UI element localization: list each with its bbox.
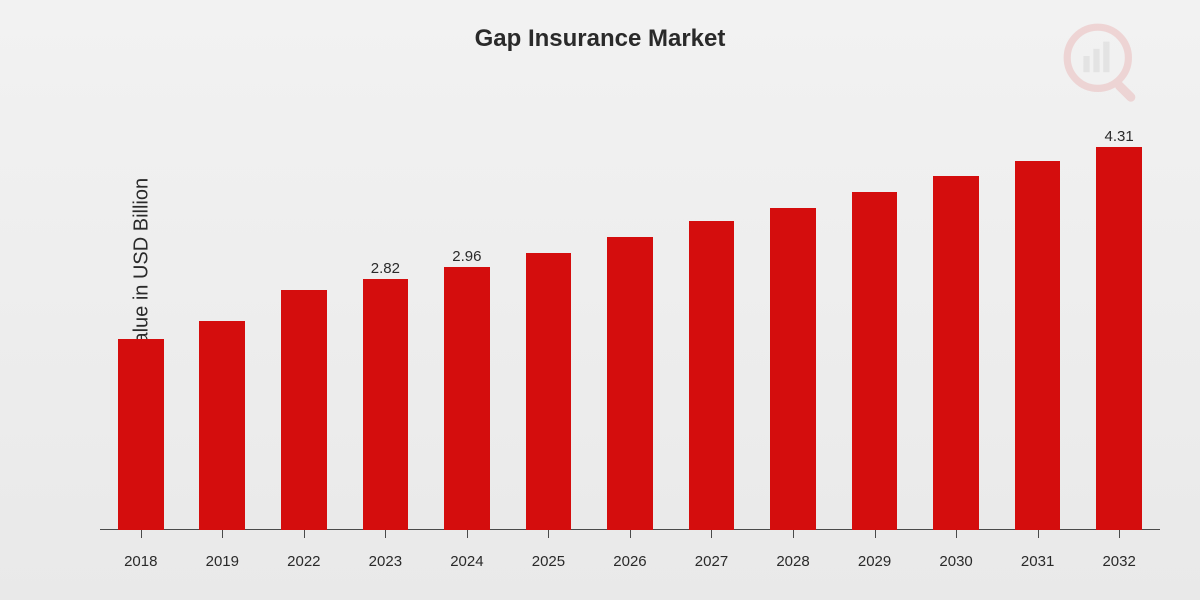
bar-column — [182, 130, 264, 530]
x-tick-label: 2024 — [426, 553, 508, 570]
bar-value-label: 4.31 — [1105, 128, 1134, 145]
x-tick-mark — [467, 530, 468, 538]
x-tick-label: 2027 — [671, 553, 753, 570]
x-tick-mark — [1119, 530, 1120, 538]
bars-container: 2.82 2.96 4.31 — [100, 130, 1160, 530]
x-tick-label: 2025 — [508, 553, 590, 570]
x-tick-label: 2026 — [589, 553, 671, 570]
bar-value-label: 2.82 — [371, 260, 400, 277]
x-tick-label: 2032 — [1078, 553, 1160, 570]
x-tick-label: 2022 — [263, 553, 345, 570]
x-tick-label: 2019 — [182, 553, 264, 570]
chart-plot-area: 2.82 2.96 4.31 — [100, 130, 1160, 530]
bar-column: 4.31 — [1078, 130, 1160, 530]
x-tick-mark — [548, 530, 549, 538]
bar-column — [589, 130, 671, 530]
bar-column — [508, 130, 590, 530]
bar-column — [997, 130, 1079, 530]
x-tick-label: 2031 — [997, 553, 1079, 570]
x-tick-mark — [141, 530, 142, 538]
bar — [281, 290, 327, 530]
bar — [689, 221, 735, 530]
bar — [1096, 147, 1142, 530]
x-tick-mark — [875, 530, 876, 538]
bar — [1015, 161, 1061, 530]
logo-icon — [1060, 20, 1150, 115]
x-tick-mark — [711, 530, 712, 538]
bar — [526, 253, 572, 530]
x-tick-mark — [222, 530, 223, 538]
bar-column — [263, 130, 345, 530]
x-tick-label: 2018 — [100, 553, 182, 570]
bar — [444, 267, 490, 530]
bar — [770, 208, 816, 530]
bar-column — [752, 130, 834, 530]
x-tick-mark — [1038, 530, 1039, 538]
x-axis-ticks: 2018201920222023202420252026202720282029… — [100, 553, 1160, 570]
bar — [199, 321, 245, 530]
x-tick-mark — [304, 530, 305, 538]
x-tick-label: 2029 — [834, 553, 916, 570]
bar — [607, 237, 653, 530]
bar — [852, 192, 898, 530]
bar — [363, 279, 409, 530]
chart-title: Gap Insurance Market — [0, 25, 1200, 53]
x-tick-mark — [956, 530, 957, 538]
x-tick-label: 2030 — [915, 553, 997, 570]
x-tick-mark — [793, 530, 794, 538]
x-tick-label: 2028 — [752, 553, 834, 570]
x-tick-mark — [385, 530, 386, 538]
bar-value-label: 2.96 — [452, 248, 481, 265]
bar-column: 2.96 — [426, 130, 508, 530]
bar-column: 2.82 — [345, 130, 427, 530]
bar-column — [915, 130, 997, 530]
bar — [118, 339, 164, 530]
bar — [933, 176, 979, 530]
x-tick-label: 2023 — [345, 553, 427, 570]
bar-column — [100, 130, 182, 530]
bar-column — [671, 130, 753, 530]
bar-column — [834, 130, 916, 530]
x-tick-mark — [630, 530, 631, 538]
